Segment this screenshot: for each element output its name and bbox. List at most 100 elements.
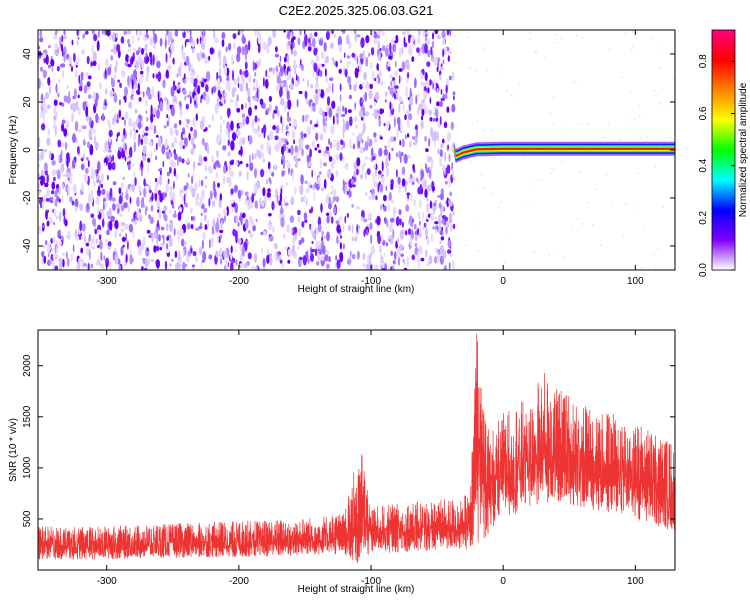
spectrogram-noise-cell xyxy=(327,83,331,92)
spectrogram-noise-cell xyxy=(307,161,312,168)
spectrogram-noise-cell xyxy=(101,188,106,195)
spectrogram-noise-cell xyxy=(442,164,446,172)
spectrogram-noise-cell xyxy=(174,250,178,258)
spectrogram-noise-cell xyxy=(152,54,155,66)
spectrogram-noise-cell xyxy=(77,56,80,66)
spectrogram-noise-cell xyxy=(360,99,364,104)
spectrogram-sparse-cell xyxy=(641,136,643,139)
spectrogram-noise-cell xyxy=(403,261,406,265)
spectrogram-noise-cell xyxy=(82,125,87,130)
spectrogram-noise-cell xyxy=(84,167,89,175)
spectrogram-noise-cell xyxy=(62,258,65,268)
spectrogram-sparse-cell xyxy=(534,51,536,53)
spectrogram-noise-cell xyxy=(159,193,164,203)
spectrogram-noise-cell xyxy=(413,127,416,131)
spectrogram-noise-cell xyxy=(325,196,329,204)
spectrogram-noise-cell xyxy=(276,109,280,117)
spectrogram-noise-cell xyxy=(38,183,41,189)
spectrogram-noise-cell xyxy=(217,89,221,98)
spectrogram-noise-cell xyxy=(272,125,276,131)
spectrogram-noise-cell xyxy=(153,33,158,44)
spectrogram-noise-cell xyxy=(338,44,343,53)
spectrogram-noise-cell xyxy=(425,79,430,89)
spectrogram-noise-cell xyxy=(408,45,413,56)
spectrogram-sparse-cell xyxy=(556,34,558,36)
spectrogram-noise-cell xyxy=(155,178,158,183)
spectrogram-noise-cell xyxy=(43,102,47,112)
spectrogram-noise-cell xyxy=(368,212,372,220)
spectrogram-sparse-cell xyxy=(469,160,471,162)
spectrogram-noise-cell xyxy=(418,232,422,238)
spectrogram-noise-cell xyxy=(141,47,144,56)
spectrogram-noise-cell xyxy=(449,191,453,197)
spectrogram-noise-cell xyxy=(237,227,239,234)
spectrogram-noise-cell xyxy=(54,43,58,51)
spectrogram-noise-cell xyxy=(212,200,215,208)
spectrogram-noise-cell xyxy=(205,126,208,132)
spectrogram-noise-cell xyxy=(438,214,441,225)
spectrogram-noise-cell xyxy=(329,42,334,49)
spectrogram-noise-cell xyxy=(62,173,67,177)
spectrogram-noise-cell xyxy=(169,152,173,157)
colorbar-tick-label: 0.8 xyxy=(698,54,709,68)
spectrogram-noise-cell xyxy=(433,202,437,207)
spectrogram-signal-peak xyxy=(558,147,563,150)
spectrogram-noise-cell xyxy=(302,255,307,266)
spectrogram-noise-cell xyxy=(426,38,431,46)
spectrogram-noise-cell xyxy=(432,117,436,122)
spectrogram-noise-cell xyxy=(97,229,101,233)
spectrogram-noise-cell xyxy=(147,157,151,163)
spectrogram-noise-cell xyxy=(77,94,80,99)
spectrogram-noise-cell xyxy=(318,39,323,46)
spectrogram-noise-cell xyxy=(346,212,349,218)
spectrogram-noise-cell xyxy=(378,170,382,175)
spectrogram-noise-cell xyxy=(380,136,383,140)
spectrogram-sparse-cell xyxy=(572,226,574,228)
spectrogram-noise-cell xyxy=(368,195,373,200)
spectrogram-noise-cell xyxy=(447,249,452,254)
spectrogram-noise-cell xyxy=(307,79,309,88)
spectrogram-noise-cell xyxy=(185,123,189,129)
spectrogram-noise-cell xyxy=(293,226,298,234)
spectrogram-noise-cell xyxy=(361,82,365,87)
spectrogram-noise-cell xyxy=(388,191,392,201)
spectrogram-noise-cell xyxy=(387,66,391,72)
spectrogram-noise-cell xyxy=(94,141,99,150)
spectrogram-noise-cell xyxy=(320,255,325,262)
spectrogram-noise-cell xyxy=(248,106,252,117)
spectrogram-noise-cell xyxy=(84,172,88,184)
spectrogram-noise-cell xyxy=(138,97,142,102)
spectrogram-noise-cell xyxy=(238,150,242,155)
spectrogram-noise-cell xyxy=(436,101,440,107)
spectrogram-noise-cell xyxy=(106,229,110,236)
spectrogram-noise-cell xyxy=(335,112,339,119)
spectrogram-noise-cell xyxy=(427,202,430,212)
spectrogram-noise-cell xyxy=(274,163,277,170)
spectrogram-noise-cell xyxy=(310,224,313,236)
spectrogram-noise-cell xyxy=(67,185,71,197)
spectrogram-noise-cell xyxy=(50,254,54,261)
spectrogram-noise-cell xyxy=(365,111,370,117)
spectrogram-noise-cell xyxy=(444,92,448,99)
spectrogram-noise-cell xyxy=(184,40,187,48)
spectrogram-noise-cell xyxy=(289,83,294,91)
spectrogram-noise-cell xyxy=(438,202,442,209)
spectrogram-noise-cell xyxy=(117,79,120,83)
spectrogram-noise-cell xyxy=(430,46,433,56)
spectrogram-signal-peak xyxy=(582,147,587,150)
spectrogram-noise-cell xyxy=(384,99,387,103)
spectrogram-noise-cell xyxy=(75,235,80,242)
spectrogram-noise-cell xyxy=(420,72,423,80)
spectrogram-noise-cell xyxy=(344,162,349,170)
spectrogram-noise-cell xyxy=(243,263,248,269)
spectrogram-noise-cell xyxy=(143,178,146,187)
spectrogram-noise-cell xyxy=(424,71,428,81)
spectrogram-noise-cell xyxy=(285,196,287,200)
spectrogram-noise-cell xyxy=(338,216,343,221)
spectrogram-noise-cell xyxy=(335,196,340,203)
spectrogram-sparse-cell xyxy=(619,139,621,141)
spectrogram-noise-cell xyxy=(317,176,321,183)
spectrogram-noise-cell xyxy=(224,92,228,97)
spectrogram-noise-cell xyxy=(330,125,335,135)
spectrogram-noise-cell xyxy=(83,231,86,239)
